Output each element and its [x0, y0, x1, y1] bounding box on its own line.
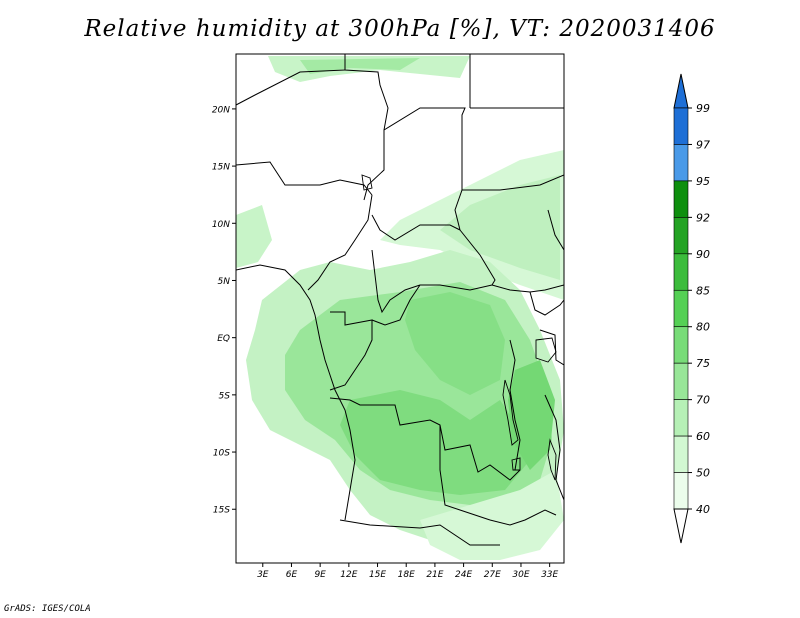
border-coast-west: [236, 264, 356, 521]
border-mali-niger: [236, 69, 346, 106]
colorbar-bottom-arrow: [673, 508, 689, 544]
border-angola-namibia: [339, 519, 500, 546]
border-uganda-kenya: [539, 329, 564, 366]
lon-label: 21E: [426, 570, 443, 580]
colorbar-segment: [673, 399, 689, 437]
colorbar-segment: [673, 107, 689, 145]
lon-label: 30E: [512, 570, 529, 580]
country-borders: [236, 54, 564, 546]
lat-label: 15S: [213, 506, 230, 516]
lat-label: 20N: [212, 105, 230, 115]
border-niger-chad: [383, 107, 466, 231]
lat-label: 10S: [213, 449, 230, 459]
colorbar-label: 99: [696, 102, 710, 115]
border-algeria-libya: [344, 54, 389, 201]
colorbar-segment: [673, 217, 689, 255]
colorbar-label: 97: [696, 138, 710, 151]
colorbar-label: 90: [696, 248, 710, 261]
humidity-shading: [236, 56, 564, 560]
colorbar-label: 75: [696, 357, 710, 370]
border-congo-drc: [371, 284, 421, 326]
lake-tanganyika: [502, 379, 519, 446]
lake-victoria: [535, 337, 557, 363]
humidity-area-congo-core: [405, 292, 505, 395]
colorbar-segment: [673, 144, 689, 182]
colorbar-segment: [673, 472, 689, 510]
border-angola-zambia: [439, 425, 491, 521]
colorbar-top-arrow: [673, 73, 689, 109]
humidity-area-west-coast: [236, 205, 272, 268]
colorbar-label: 92: [696, 211, 710, 224]
lon-label: 9E: [314, 570, 326, 580]
lat-label: 10N: [212, 220, 230, 230]
lon-label: 18E: [398, 570, 415, 580]
border-cameroon-car: [371, 249, 421, 314]
lon-label: 24E: [455, 570, 472, 580]
lat-label: 5N: [218, 277, 231, 287]
humidity-area-central-core: [340, 390, 530, 495]
lake-malawi: [547, 438, 557, 481]
colorbar-segment: [673, 326, 689, 364]
border-drc-east: [509, 339, 521, 471]
lon-label: 3E: [257, 570, 269, 580]
border-sudan-southsudan: [462, 174, 564, 191]
lat-label: EQ: [217, 334, 230, 344]
border-niger-nigeria: [236, 161, 373, 196]
lon-label: 15E: [369, 570, 386, 580]
border-tanzania: [544, 394, 564, 501]
colorbar-label: 70: [696, 394, 710, 407]
humidity-area-north-core: [300, 58, 420, 74]
lon-label: 33E: [541, 570, 558, 580]
border-nigeria-cameroon: [307, 194, 373, 291]
humidity-area-southeast: [420, 470, 564, 560]
colorbar-label: 50: [696, 467, 710, 480]
colorbar-label: 95: [696, 175, 710, 188]
chart-title: Relative humidity at 300hPa [%], VT: 202…: [84, 16, 716, 42]
lat-label: 5S: [219, 391, 231, 401]
colorbar-segment: [673, 289, 689, 328]
border-car-sudan: [459, 229, 496, 286]
border-uganda: [529, 291, 564, 316]
lon-label: 27E: [484, 570, 501, 580]
colorbar-segment: [673, 180, 689, 218]
grads-credit: GrADS: IGES/COLA: [4, 604, 91, 614]
lake-chad: [361, 174, 373, 191]
lon-label: 6E: [286, 570, 298, 580]
colorbar-segment: [673, 435, 689, 473]
lake-mweru: [511, 457, 521, 471]
border-zambia-mozambique: [489, 509, 557, 526]
humidity-area-northeast-core: [440, 175, 560, 280]
colorbar-label: 40: [696, 503, 710, 516]
map-frame: [235, 53, 565, 564]
colorbar: 99 97 95 92 90 85 80 75 70 60 50 40: [673, 73, 710, 544]
border-chad-car: [371, 214, 461, 241]
border-gabon: [329, 311, 373, 391]
border-car-drc: [420, 284, 493, 291]
colorbar-segment: [673, 253, 689, 291]
lon-label: 12E: [340, 570, 357, 580]
border-east-upper: [547, 209, 564, 251]
colorbar-label: 80: [696, 321, 710, 334]
longitude-axis: 3E 6E 9E 12E 15E 18E 21E 24E 27E 30E 33E: [257, 563, 559, 580]
colorbar-label: 85: [696, 284, 710, 297]
lakes: [361, 174, 557, 481]
latitude-axis: 20N 15N 10N 5N EQ 5S 10S 15S: [212, 105, 236, 516]
colorbar-label: 60: [696, 430, 710, 443]
colorbar-segment: [673, 362, 689, 400]
lat-label: 15N: [212, 163, 230, 173]
